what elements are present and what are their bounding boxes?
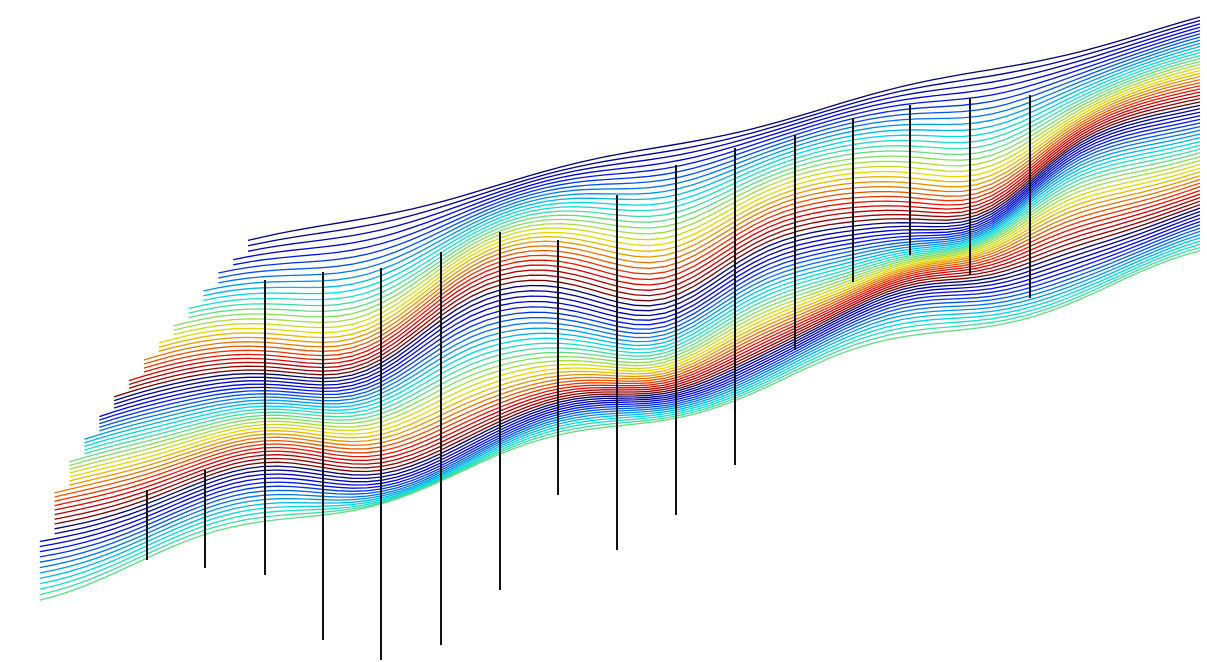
contour-line: [39, 214, 1201, 543]
contour-line: [113, 101, 1201, 398]
contour-line: [247, 23, 1201, 252]
contour-line: [232, 26, 1201, 261]
contour-line: [188, 51, 1201, 310]
contour-line: [54, 204, 1201, 525]
contour-line: [69, 163, 1201, 474]
contour-line: [218, 33, 1201, 274]
contour-line: [128, 91, 1201, 382]
contour-line: [99, 118, 1201, 421]
contour-line: [39, 217, 1201, 548]
contour-line: [113, 104, 1201, 402]
contour-line: [128, 94, 1201, 386]
contour-line: [39, 224, 1201, 558]
contour-line: [69, 152, 1201, 463]
contour-line: [247, 16, 1201, 242]
contour-line: [54, 178, 1201, 494]
contour-line: [39, 220, 1201, 553]
contour-line: [54, 210, 1201, 535]
contour-line: [54, 200, 1201, 520]
contour-line: [173, 66, 1201, 336]
contour-line: [203, 48, 1201, 302]
contour-line: [203, 42, 1201, 292]
contour-line: [113, 108, 1201, 405]
contour-lines: [39, 16, 1201, 601]
contour-line: [39, 250, 1201, 601]
contour-line: [99, 129, 1201, 432]
contour-line: [69, 171, 1201, 482]
contour-line: [99, 125, 1201, 428]
contour-line: [69, 156, 1201, 467]
contour-line: [54, 189, 1201, 507]
contour-line: [99, 115, 1201, 418]
contour-line: [54, 186, 1201, 502]
contour-line: [143, 88, 1201, 373]
contour-line: [143, 78, 1201, 361]
contour-line: [69, 159, 1201, 470]
boreholes: [146, 95, 1031, 660]
contour-line: [232, 29, 1201, 266]
contour-line: [39, 246, 1201, 596]
contour-line: [128, 97, 1201, 389]
contour-line: [158, 69, 1201, 344]
contour-line: [39, 230, 1201, 569]
contour-line: [158, 75, 1201, 353]
contour-line: [84, 144, 1201, 451]
contour-line: [218, 39, 1201, 284]
contour-line: [143, 85, 1201, 369]
contour-line: [158, 72, 1201, 348]
contour-line: [203, 45, 1201, 297]
contour-line: [84, 137, 1201, 444]
contour-line: [39, 237, 1201, 580]
contour-line: [188, 54, 1201, 314]
contour-line: [84, 140, 1201, 448]
contour-line: [188, 57, 1201, 319]
contour-line: [84, 148, 1201, 455]
contour-line: [39, 227, 1201, 563]
contour-line: [143, 82, 1201, 365]
contour-line: [69, 175, 1201, 486]
contour-line: [39, 240, 1201, 585]
contour-line: [84, 133, 1201, 440]
contour-line: [113, 111, 1201, 409]
contour-line: [54, 193, 1201, 511]
contour-line: [173, 63, 1201, 331]
contour-line: [54, 182, 1201, 498]
contour-line: [99, 122, 1201, 425]
contour-line: [54, 196, 1201, 516]
contour-line: [247, 19, 1201, 247]
contour-line: [218, 36, 1201, 279]
contour-line: [173, 60, 1201, 327]
contour-line: [54, 207, 1201, 530]
contour-line: [39, 234, 1201, 574]
contour-line: [69, 167, 1201, 478]
contour-line: [39, 243, 1201, 590]
